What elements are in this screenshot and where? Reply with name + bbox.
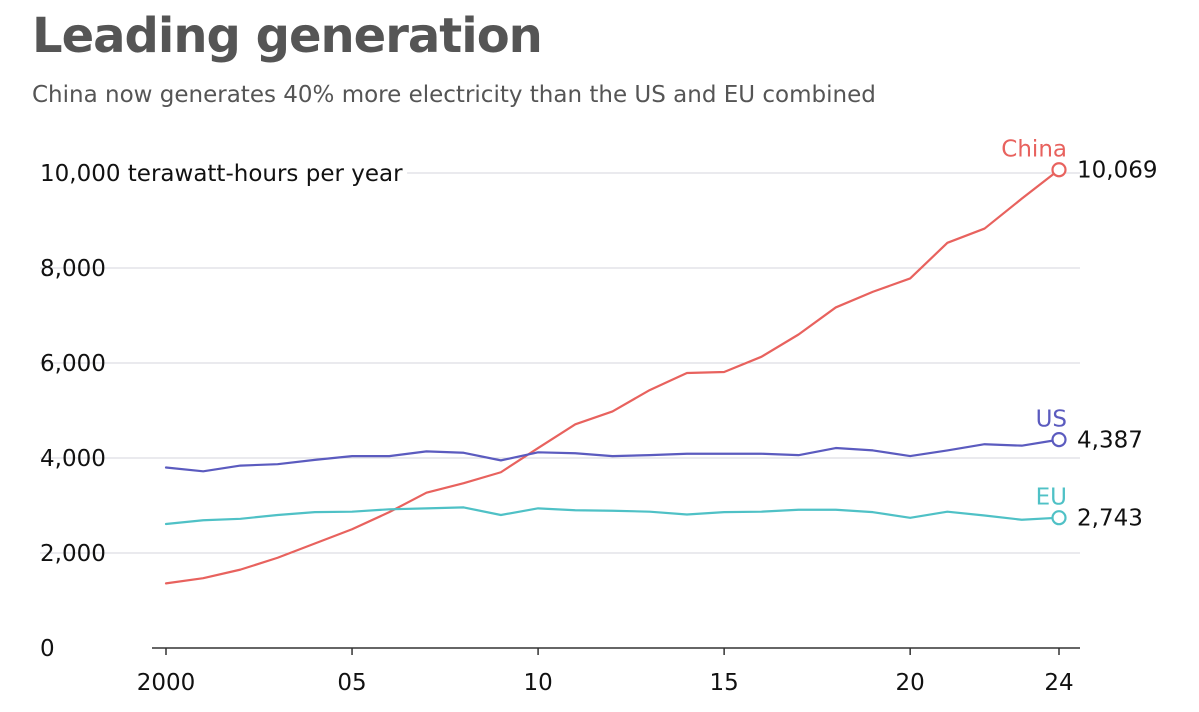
chart-title: Leading generation xyxy=(32,8,543,64)
y-tick-label: 6,000 xyxy=(40,351,106,377)
chart-subtitle: China now generates 40% more electricity… xyxy=(32,82,876,108)
end-marker-us xyxy=(1051,432,1067,448)
end-marker-china xyxy=(1051,162,1067,178)
x-tick-label: 2000 xyxy=(137,670,196,696)
gridlines xyxy=(40,172,1080,554)
y-tick-label: 10,000 terawatt-hours per year xyxy=(40,161,403,187)
x-tick-label: 24 xyxy=(1044,670,1073,696)
y-axis-ticks: 0 2,000 4,000 6,000 8,000 10,000 terawatt-hou… xyxy=(36,159,408,662)
y-tick-label: 8,000 xyxy=(40,256,106,282)
end-value-china: 10,069 xyxy=(1077,158,1157,184)
x-tick-label: 15 xyxy=(709,670,738,696)
y-tick-label: 2,000 xyxy=(40,541,106,567)
y-tick-label: 4,000 xyxy=(40,446,106,472)
end-value-eu: 2,743 xyxy=(1077,506,1143,532)
series-labels: China 10,069 US 4,387 EU 2,743 xyxy=(1001,137,1157,532)
series-line-us xyxy=(164,438,1061,473)
series-name-china: China xyxy=(1001,137,1067,163)
y-label-backing xyxy=(36,159,408,189)
series-line-eu xyxy=(164,506,1061,526)
end-marker-eu xyxy=(1051,510,1067,526)
x-axis-ticks: 2000 05 10 15 20 24 xyxy=(137,648,1074,696)
x-tick-label: 05 xyxy=(337,670,366,696)
x-tick-label: 20 xyxy=(896,670,925,696)
end-value-us: 4,387 xyxy=(1077,428,1143,454)
series-name-eu: EU xyxy=(1036,485,1067,511)
series-line-china xyxy=(164,168,1061,585)
series-name-us: US xyxy=(1036,407,1067,433)
series-lines xyxy=(164,168,1061,585)
x-tick-label: 10 xyxy=(523,670,552,696)
y-tick-label: 0 xyxy=(40,636,55,662)
